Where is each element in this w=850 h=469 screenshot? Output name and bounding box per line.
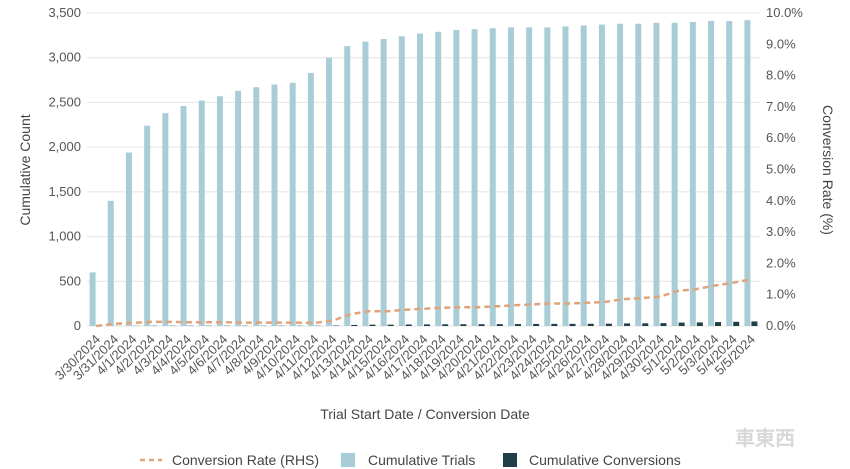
y2-tick-label: 0.0% [766, 318, 796, 333]
y2-tick-label: 8.0% [766, 68, 796, 83]
conversions-bar [569, 323, 576, 326]
conversions-bar [424, 324, 430, 326]
watermark-logo: 車東西 [735, 426, 795, 450]
y-axis-title: Cumulative Count [17, 114, 33, 225]
conversions-bar [605, 323, 612, 326]
trials-bar [144, 125, 151, 327]
trials-bar [289, 82, 296, 326]
trials-bar [107, 200, 114, 326]
conversions-bar [733, 321, 740, 326]
conversions-bar [551, 323, 558, 326]
conversions-bar [678, 322, 685, 326]
trials-bar [544, 27, 551, 327]
trials-bar [689, 21, 696, 326]
trials-bar [653, 22, 660, 326]
right-axis-ticks: 0.0% 1.0% 2.0% 3.0% 4.0% 5.0% 6.0% 7.0% 8.0% 9.0%… [766, 5, 803, 333]
trials-bar [162, 113, 169, 326]
trials-bar [398, 36, 405, 326]
conversions-bar [660, 323, 667, 326]
conversions-bar [369, 324, 376, 326]
y-tick-label: 0 [74, 318, 81, 333]
trials-bar [198, 100, 205, 326]
y2-tick-label: 10.0% [766, 5, 803, 20]
x-axis-ticks: 3/30/20243/31/20244/1/20244/2/20244/3/20… [52, 332, 758, 384]
conversions-bar [751, 321, 758, 326]
y-tick-label: 1,000 [48, 229, 81, 244]
trials-bar [708, 21, 715, 326]
legend-label-rate: Conversion Rate (RHS) [172, 452, 319, 468]
trials-bar [307, 72, 314, 326]
trials-bar [362, 41, 369, 327]
conversion-rate-line [95, 278, 752, 328]
conversions-bar [587, 323, 594, 326]
trials-bar [453, 29, 460, 327]
y2-tick-label: 7.0% [766, 99, 796, 114]
y2-tick-label: 3.0% [766, 224, 796, 239]
conversions-bar [387, 324, 394, 326]
y2-tick-label: 1.0% [766, 287, 796, 302]
conversion-rate-polyline [95, 278, 752, 328]
y-tick-label: 3,500 [48, 5, 81, 20]
trials-bar [216, 96, 223, 326]
y-tick-label: 500 [59, 273, 81, 288]
trials-bar [726, 21, 733, 326]
y2-tick-label: 5.0% [766, 162, 796, 177]
legend-swatch-conversions [503, 453, 517, 467]
trials-bar [562, 26, 569, 327]
trials-bar [435, 31, 442, 327]
conversions-bar [533, 323, 540, 326]
left-axis-ticks: 0 500 1,000 1,500 2,000 2,500 3,000 3,500 [48, 5, 81, 333]
conversions-bar [496, 324, 503, 326]
conversions-bar [460, 324, 467, 326]
y-tick-label: 1,500 [48, 184, 81, 199]
trials-bar [253, 87, 260, 327]
trials-bar [380, 38, 387, 326]
trials-bar [489, 28, 496, 327]
cumulative-conversions-bars [114, 321, 758, 326]
x-axis-title: Trial Start Date / Conversion Date [320, 406, 530, 422]
y2-tick-label: 6.0% [766, 130, 796, 145]
conversions-bar [715, 322, 722, 326]
cumulative-trials-bars [89, 20, 751, 327]
y2-tick-label: 9.0% [766, 36, 796, 51]
trials-bar [526, 27, 533, 327]
trials-bar [507, 27, 514, 327]
conversions-bar [514, 324, 521, 326]
trials-bar [89, 272, 96, 326]
trials-bar [125, 152, 132, 326]
trials-bar [744, 20, 751, 326]
trials-bar [471, 29, 478, 327]
trials-bar [180, 106, 187, 327]
conversions-bar [624, 323, 631, 326]
trials-bar [417, 33, 423, 326]
trials-bar [635, 23, 642, 327]
y-tick-label: 3,000 [48, 50, 81, 65]
legend-label-conversions: Cumulative Conversions [529, 452, 681, 468]
conversions-bar [442, 324, 449, 326]
conversions-bar [642, 323, 649, 326]
trials-bar [235, 90, 242, 326]
trials-bar [344, 46, 351, 327]
conversions-bar [696, 322, 703, 326]
y-tick-label: 2,500 [48, 94, 81, 109]
legend: Conversion Rate (RHS) Cumulative Trials … [140, 452, 681, 468]
y2-axis-title: Conversion Rate (%) [820, 105, 836, 235]
legend-label-trials: Cumulative Trials [368, 452, 475, 468]
conversions-bar [478, 324, 485, 326]
y-tick-label: 2,000 [48, 139, 81, 154]
legend-swatch-trials [341, 453, 355, 467]
y2-tick-label: 2.0% [766, 255, 796, 270]
trials-bar [271, 84, 278, 327]
trials-bar [326, 57, 333, 326]
trials-bar [671, 22, 678, 326]
trials-bar [617, 23, 624, 327]
y2-tick-label: 4.0% [766, 193, 796, 208]
trials-bar [598, 24, 605, 327]
conversions-bar [351, 324, 358, 326]
conversions-bar [405, 324, 412, 326]
trials-bar [580, 25, 587, 327]
